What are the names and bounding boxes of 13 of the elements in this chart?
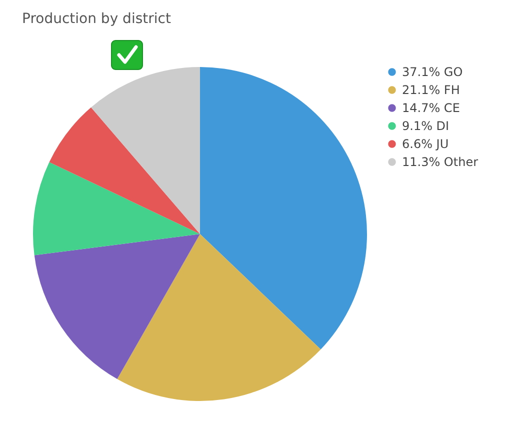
pie-slice <box>49 107 200 234</box>
legend-label: 37.1% GO <box>402 65 463 79</box>
legend-label: 21.1% FH <box>402 83 460 97</box>
legend-label: 11.3% Other <box>402 155 478 169</box>
pie-slice <box>91 67 200 234</box>
chart-title: Production by district <box>22 11 172 27</box>
pie-slice <box>200 67 367 350</box>
pie-slice <box>117 234 321 401</box>
legend-label: 9.1% DI <box>402 119 450 133</box>
pie-slice <box>34 234 200 380</box>
pie-slice <box>33 162 200 256</box>
legend-label: 6.6% JU <box>402 137 449 151</box>
legend-label: 14.7% CE <box>402 101 460 115</box>
